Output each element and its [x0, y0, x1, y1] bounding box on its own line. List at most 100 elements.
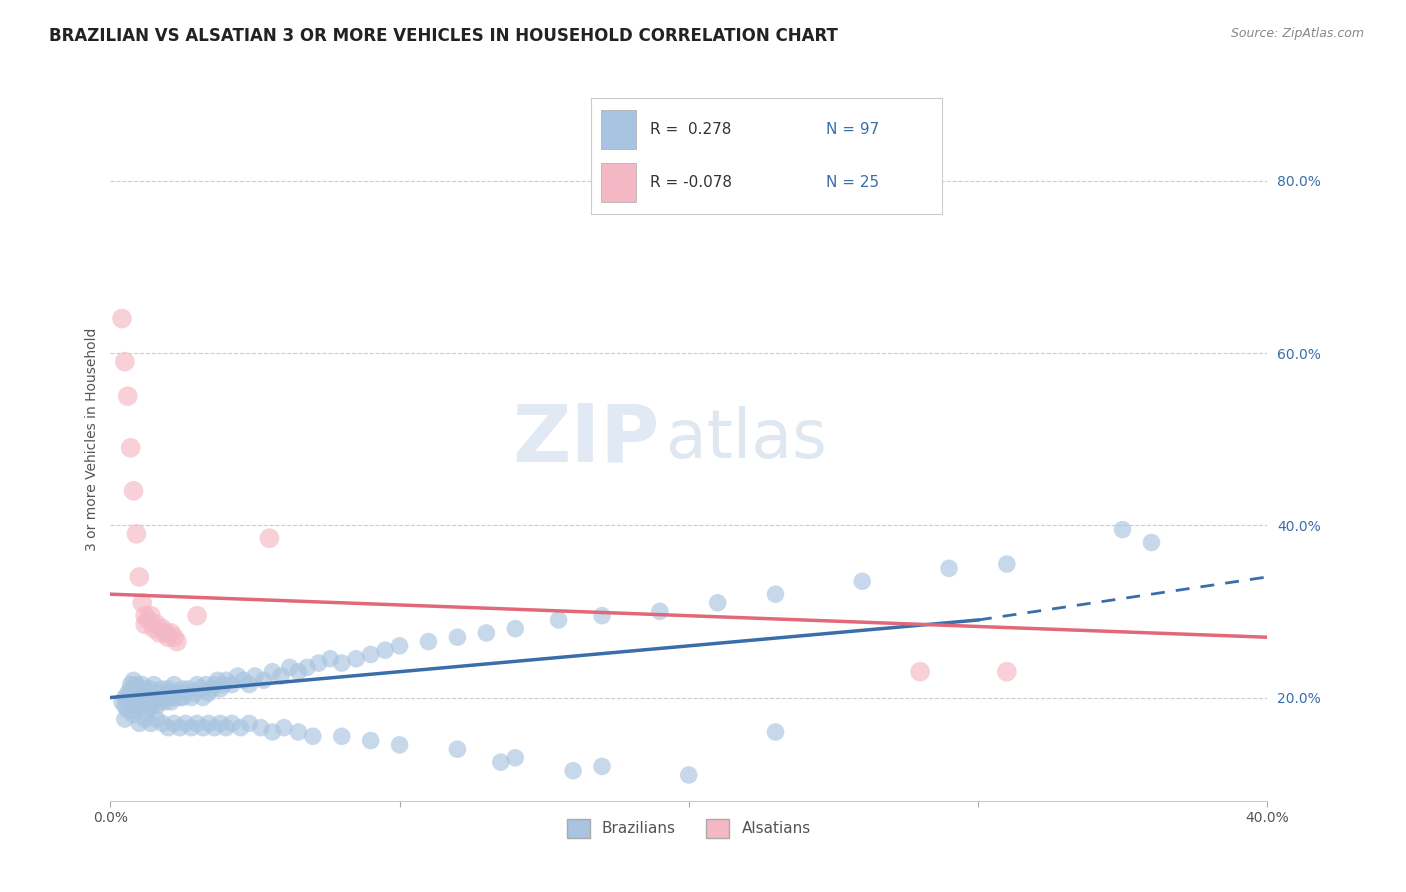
Point: [174, 686, 197, 700]
Legend: Brazilians, Alsatians: Brazilians, Alsatians: [561, 813, 817, 844]
Point: [155, 686, 177, 700]
Point: [765, 725, 787, 739]
Point: [273, 721, 295, 735]
Point: [204, 721, 226, 735]
Point: [226, 669, 249, 683]
Point: [139, 690, 162, 705]
Point: [131, 686, 153, 700]
Point: [122, 483, 145, 498]
Text: N = 97: N = 97: [825, 122, 879, 137]
Point: [207, 673, 229, 688]
Point: [117, 686, 139, 700]
Point: [122, 673, 145, 688]
Point: [262, 725, 284, 739]
Point: [160, 686, 183, 700]
Point: [197, 716, 219, 731]
Point: [344, 652, 367, 666]
Point: [120, 681, 142, 696]
Point: [209, 716, 232, 731]
Point: [262, 665, 284, 679]
Point: [706, 596, 728, 610]
Point: [174, 716, 197, 731]
Point: [253, 673, 276, 688]
Point: [163, 716, 186, 731]
Point: [125, 527, 148, 541]
Point: [489, 755, 512, 769]
Point: [177, 681, 200, 696]
Point: [221, 678, 243, 692]
Point: [128, 681, 150, 696]
Point: [591, 759, 613, 773]
Point: [157, 721, 180, 735]
Point: [238, 678, 260, 692]
Point: [142, 678, 165, 692]
Point: [163, 690, 186, 705]
Point: [114, 354, 136, 368]
Text: R =  0.278: R = 0.278: [650, 122, 731, 137]
Text: Source: ZipAtlas.com: Source: ZipAtlas.com: [1230, 27, 1364, 40]
Point: [148, 686, 170, 700]
Point: [765, 587, 787, 601]
Point: [145, 699, 167, 714]
Point: [221, 716, 243, 731]
Point: [134, 699, 156, 714]
Point: [142, 686, 165, 700]
Point: [388, 738, 411, 752]
Point: [111, 695, 134, 709]
Point: [142, 695, 165, 709]
Point: [201, 681, 224, 696]
Point: [1140, 535, 1163, 549]
Point: [125, 686, 148, 700]
Point: [157, 690, 180, 705]
Point: [145, 712, 167, 726]
Point: [232, 673, 254, 688]
Point: [191, 721, 214, 735]
Point: [197, 686, 219, 700]
Point: [134, 690, 156, 705]
Point: [172, 690, 194, 705]
Point: [172, 681, 194, 696]
Point: [128, 695, 150, 709]
Point: [122, 703, 145, 717]
Point: [152, 681, 174, 696]
Point: [131, 596, 153, 610]
Point: [295, 660, 318, 674]
Point: [259, 531, 281, 545]
Point: [136, 686, 159, 700]
Point: [851, 574, 873, 589]
Point: [547, 613, 569, 627]
Point: [938, 561, 960, 575]
Point: [995, 557, 1018, 571]
Point: [148, 695, 170, 709]
Text: ZIP: ZIP: [513, 401, 659, 478]
Point: [678, 768, 700, 782]
Point: [360, 733, 382, 747]
Point: [215, 721, 238, 735]
Point: [180, 721, 202, 735]
Point: [131, 695, 153, 709]
Point: [152, 622, 174, 636]
Point: [136, 613, 159, 627]
Point: [648, 604, 671, 618]
Point: [125, 699, 148, 714]
Text: atlas: atlas: [665, 406, 827, 472]
Point: [188, 681, 211, 696]
Point: [114, 712, 136, 726]
Point: [120, 678, 142, 692]
Point: [152, 690, 174, 705]
Point: [374, 643, 396, 657]
Point: [209, 681, 232, 696]
Point: [908, 665, 931, 679]
Point: [180, 690, 202, 705]
Point: [301, 729, 323, 743]
Point: [446, 742, 468, 756]
Point: [249, 721, 271, 735]
Point: [139, 608, 162, 623]
Point: [128, 716, 150, 731]
Point: [136, 695, 159, 709]
Point: [157, 681, 180, 696]
Point: [319, 652, 342, 666]
Point: [142, 622, 165, 636]
Point: [330, 656, 353, 670]
Point: [128, 690, 150, 705]
